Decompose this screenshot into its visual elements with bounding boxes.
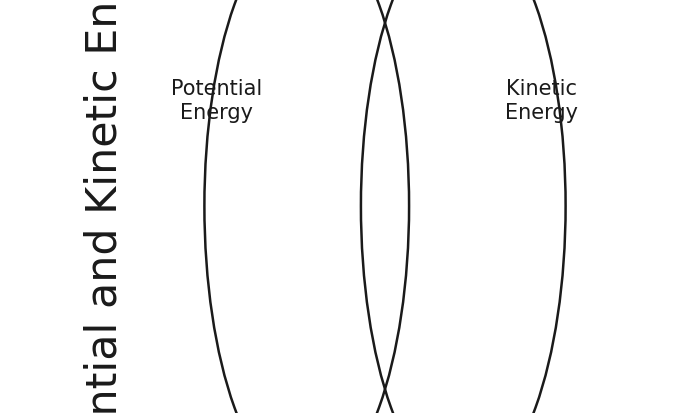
Y-axis label: Potential and Kinetic Energy: Potential and Kinetic Energy [84, 0, 126, 413]
Text: Potential
Energy: Potential Energy [171, 79, 262, 122]
Text: Kinetic
Energy: Kinetic Energy [505, 79, 578, 122]
